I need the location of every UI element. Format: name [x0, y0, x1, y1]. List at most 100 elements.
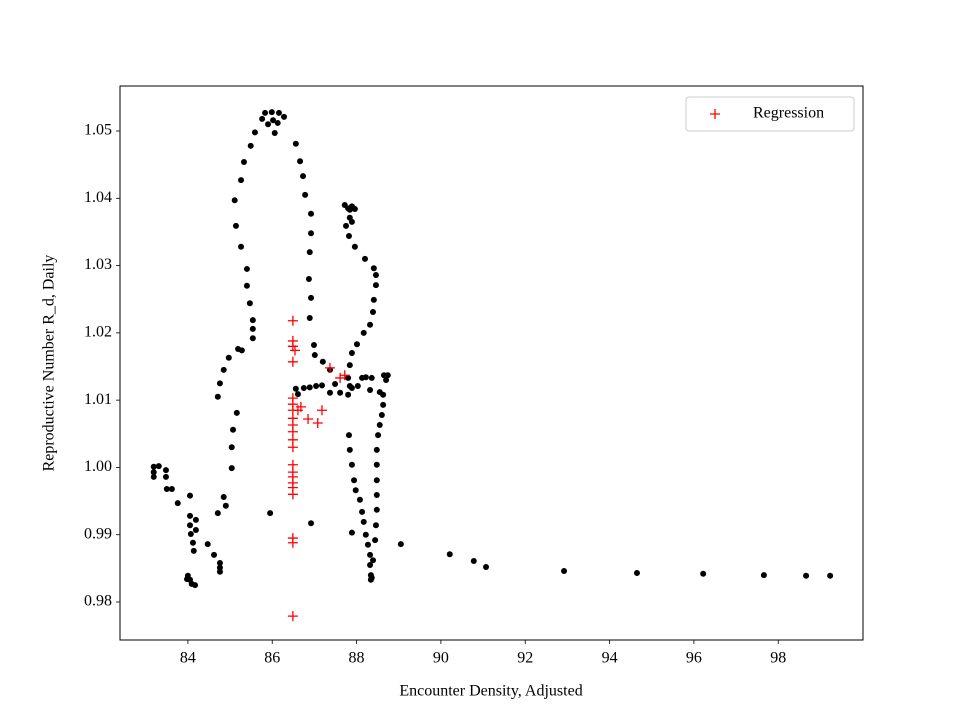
x-tick-label: 86: [264, 650, 280, 667]
y-tick-label: 1.00: [84, 458, 112, 475]
dot-marker: [367, 576, 374, 583]
dot-marker: [311, 352, 318, 359]
dot-marker: [231, 197, 238, 204]
dot-marker: [230, 426, 237, 433]
dot-marker: [308, 230, 315, 237]
dot-marker: [368, 374, 375, 381]
y-tick-label: 0.99: [84, 525, 112, 542]
dot-marker: [372, 522, 379, 529]
x-tick-label: 96: [686, 650, 702, 667]
dot-marker: [367, 561, 374, 568]
dot-marker: [446, 551, 453, 558]
plus-marker: [287, 341, 298, 352]
dot-marker: [308, 520, 315, 527]
x-tick-label: 90: [433, 650, 449, 667]
dot-marker: [827, 572, 834, 579]
dot-marker: [343, 222, 350, 229]
x-tick-label: 92: [517, 650, 533, 667]
dot-marker: [275, 109, 282, 116]
dot-marker: [308, 210, 315, 217]
dot-marker: [214, 393, 221, 400]
dot-marker: [352, 487, 359, 494]
dot-marker: [163, 485, 170, 492]
dot-marker: [220, 494, 227, 501]
dot-marker: [216, 568, 223, 575]
dot-marker: [384, 372, 391, 379]
dot-marker: [268, 109, 275, 116]
dot-marker: [376, 422, 383, 429]
dot-marker: [380, 391, 387, 398]
dot-marker: [204, 541, 211, 548]
dot-marker: [351, 206, 358, 213]
dot-marker: [361, 255, 368, 262]
dot-marker: [348, 529, 355, 536]
dot-marker: [246, 300, 253, 307]
dot-marker: [297, 158, 304, 165]
y-tick-label: 1.03: [84, 256, 112, 273]
dot-marker: [187, 531, 194, 538]
dot-marker: [337, 389, 344, 396]
dot-marker: [192, 582, 199, 589]
dot-marker: [243, 265, 250, 272]
plus-marker: [316, 405, 327, 416]
y-tick-label: 0.98: [84, 593, 112, 610]
plus-marker: [289, 345, 300, 356]
plus-marker: [312, 418, 323, 429]
dot-marker: [249, 325, 256, 332]
plot-frame: [119, 85, 864, 641]
dot-marker: [367, 572, 374, 579]
dot-marker: [270, 117, 277, 124]
dot-marker: [306, 315, 313, 322]
dot-marker: [375, 432, 382, 439]
dot-marker: [372, 271, 379, 278]
dot-marker: [470, 557, 477, 564]
y-tick-label: 1.02: [84, 324, 112, 341]
dot-marker: [633, 570, 640, 577]
dot-marker: [238, 347, 245, 354]
dot-marker: [192, 526, 199, 533]
dot-marker: [380, 401, 387, 408]
plus-marker: [287, 489, 298, 500]
dot-marker: [251, 129, 258, 136]
dot-marker: [356, 496, 363, 503]
legend-label: Regression: [753, 105, 824, 122]
dot-marker: [397, 541, 404, 548]
dot-marker: [373, 506, 380, 513]
x-tick-label: 84: [180, 650, 196, 667]
plus-marker: [303, 413, 314, 424]
dot-marker: [281, 113, 288, 120]
dot-marker: [345, 232, 352, 239]
dot-marker: [364, 541, 371, 548]
dot-marker: [214, 510, 221, 517]
plus-marker: [287, 442, 298, 453]
dot-marker: [155, 463, 162, 470]
y-axis-label: Reproductive Number R_d, Daily: [41, 255, 58, 472]
plus-marker: [324, 362, 335, 373]
dot-marker: [373, 461, 380, 468]
dot-marker: [150, 473, 157, 480]
dot-marker: [326, 389, 333, 396]
dot-marker: [186, 522, 193, 529]
dot-marker: [232, 222, 239, 229]
dot-marker: [319, 358, 326, 365]
dot-marker: [292, 140, 299, 147]
dot-marker: [174, 500, 181, 507]
dot-marker: [561, 568, 568, 575]
dot-marker: [243, 282, 250, 289]
dot-marker: [294, 391, 301, 398]
dot-marker: [348, 385, 355, 392]
dot-marker: [238, 243, 245, 250]
y-tick-label: 1.05: [84, 122, 112, 139]
dot-marker: [760, 572, 767, 579]
dot-marker: [274, 119, 281, 126]
dot-marker: [265, 121, 272, 128]
x-tick-label: 94: [602, 650, 618, 667]
dot-marker: [351, 243, 358, 250]
dot-marker: [370, 296, 377, 303]
dot-marker: [803, 572, 810, 579]
dot-marker: [367, 551, 374, 558]
dot-marker: [228, 444, 235, 451]
dot-marker: [348, 218, 355, 225]
dot-marker: [372, 537, 379, 544]
